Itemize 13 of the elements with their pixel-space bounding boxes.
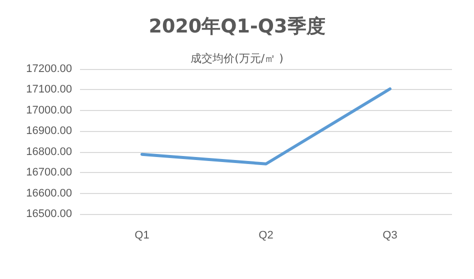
y-tick-label: 16500.00 [26,208,72,220]
x-tick-label: Q3 [382,230,398,242]
y-tick-label: 17000.00 [26,104,72,116]
y-tick-label: 16700.00 [26,166,72,179]
x-tick-label: Q2 [258,230,274,242]
y-tick-label: 16900.00 [26,125,72,138]
chart-title: 2020年Q1-Q3季度 [148,16,326,38]
y-tick-label: 17200.00 [26,63,72,75]
y-tick-label: 17100.00 [26,84,72,96]
y-tick-label: 16600.00 [26,187,72,200]
chart-subtitle: 成交均价(万元/㎡ ) [190,52,284,65]
x-tick-label: Q1 [134,230,150,242]
y-tick-label: 16800.00 [26,146,72,158]
